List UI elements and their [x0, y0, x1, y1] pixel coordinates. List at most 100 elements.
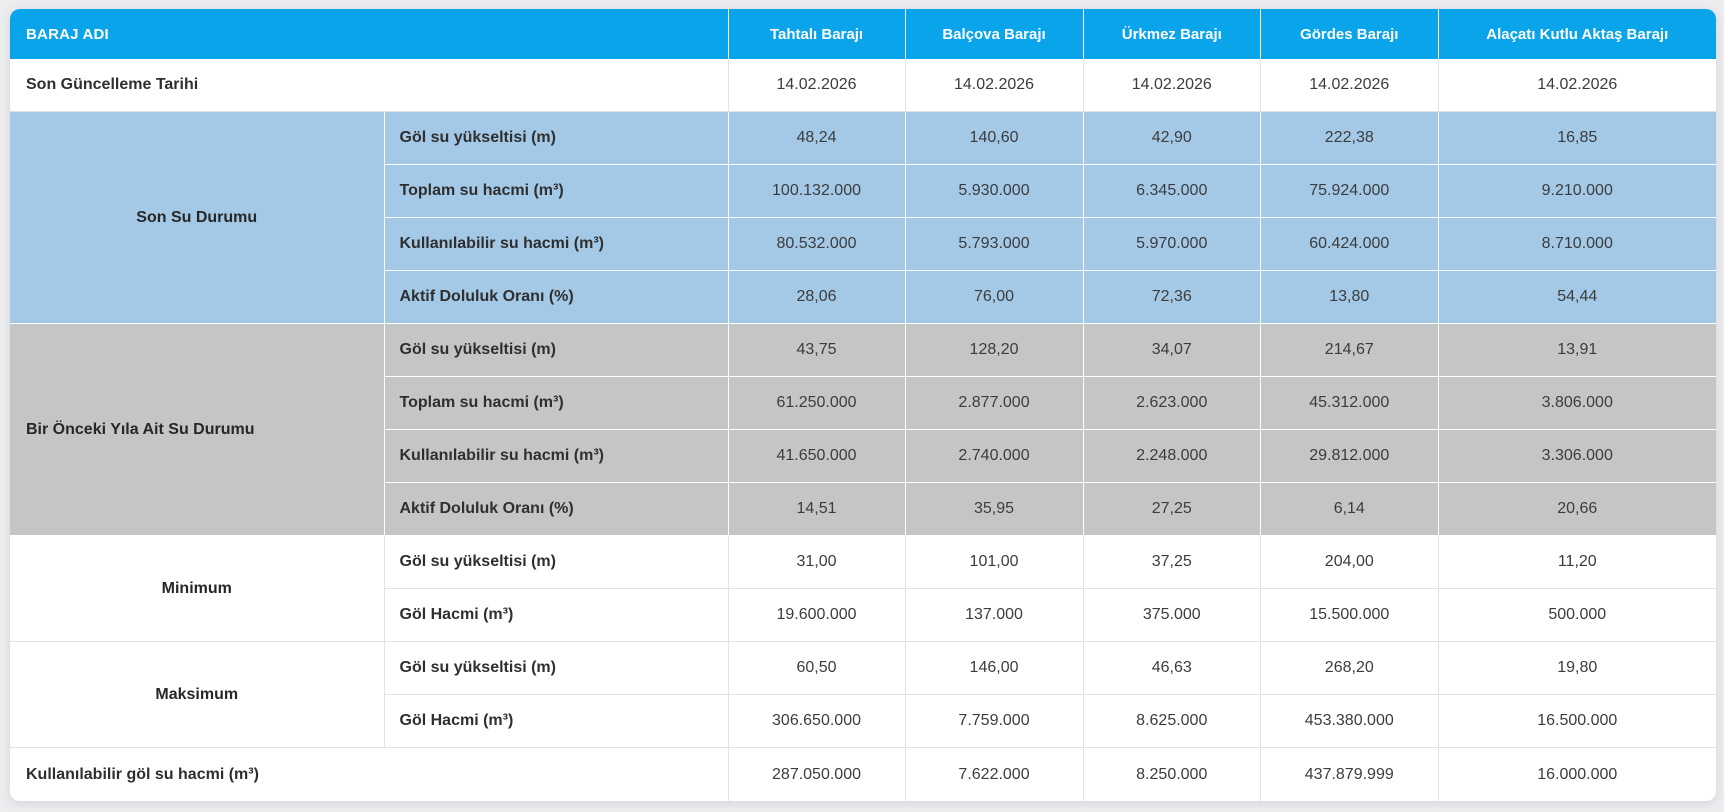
metric-value: 100.132.000: [728, 165, 906, 218]
metric-value: 29.812.000: [1261, 430, 1439, 483]
metric-value: 75.924.000: [1261, 165, 1439, 218]
metric-value: 43,75: [728, 324, 906, 377]
metric-value: 80.532.000: [728, 218, 906, 271]
column-header-gordes: Gördes Barajı: [1261, 9, 1439, 59]
metric-value: 7.622.000: [905, 748, 1084, 801]
metric-value: 9.210.000: [1438, 165, 1716, 218]
metric-label: Göl su yükseltisi (m): [384, 642, 729, 695]
metric-label: Göl Hacmi (m³): [384, 695, 729, 748]
column-header-urkmez: Ürkmez Barajı: [1083, 9, 1262, 59]
metric-value: 6,14: [1261, 483, 1439, 536]
metric-value: 8.250.000: [1083, 748, 1262, 801]
previous-year-row-total-volume: Toplam su hacmi (m³) 61.250.000 2.877.00…: [10, 377, 1716, 430]
metric-value: 16.500.000: [1438, 695, 1716, 748]
metric-value: 13,91: [1438, 324, 1716, 377]
previous-year-row-fill-rate: Aktif Doluluk Oranı (%) 14,51 35,95 27,2…: [10, 483, 1716, 536]
metric-value: 437.879.999: [1261, 748, 1439, 801]
maximum-row-lake-level: Maksimum Göl su yükseltisi (m) 60,50 146…: [10, 642, 1716, 748]
group-label-onceki-yil: Bir Önceki Yıla Ait Su Durumu: [10, 324, 385, 536]
usable-lake-volume-label: Kullanılabilir göl su hacmi (m³): [10, 748, 729, 801]
metric-value: 7.759.000: [905, 695, 1084, 748]
metric-value: 27,25: [1083, 483, 1262, 536]
update-date-row: Son Güncelleme Tarihi 14.02.2026 14.02.2…: [10, 59, 1716, 112]
metric-value: 500.000: [1438, 589, 1716, 642]
metric-value: 46,63: [1083, 642, 1262, 695]
metric-value: 34,07: [1083, 324, 1262, 377]
metric-label: Kullanılabilir su hacmi (m³): [384, 218, 729, 271]
metric-label: Göl su yükseltisi (m): [384, 324, 729, 377]
current-status-row-lake-level: Son Su Durumu Göl su yükseltisi (m) 48,2…: [10, 112, 1716, 324]
metric-value: 60.424.000: [1261, 218, 1439, 271]
metric-value: 60,50: [728, 642, 906, 695]
column-header-baraj-adi: BARAJ ADI: [10, 9, 729, 59]
update-date-value: 14.02.2026: [905, 59, 1084, 112]
metric-value: 61.250.000: [728, 377, 906, 430]
metric-value: 146,00: [905, 642, 1084, 695]
current-status-row-total-volume: Toplam su hacmi (m³) 100.132.000 5.930.0…: [10, 165, 1716, 218]
group-label-maksimum: Maksimum: [10, 642, 385, 748]
metric-value: 76,00: [905, 271, 1084, 324]
metric-value: 14,51: [728, 483, 906, 536]
metric-value: 8.625.000: [1083, 695, 1262, 748]
metric-label: Toplam su hacmi (m³): [384, 377, 729, 430]
column-header-tahtali: Tahtalı Barajı: [728, 9, 906, 59]
metric-value: 6.345.000: [1083, 165, 1262, 218]
metric-label: Göl su yükseltisi (m): [384, 536, 729, 589]
column-header-balcova: Balçova Barajı: [905, 9, 1084, 59]
metric-value: 5.793.000: [905, 218, 1084, 271]
metric-value: 8.710.000: [1438, 218, 1716, 271]
group-label-son-su-durumu: Son Su Durumu: [10, 112, 385, 324]
metric-value: 306.650.000: [728, 695, 906, 748]
metric-value: 5.930.000: [905, 165, 1084, 218]
update-date-value: 14.02.2026: [728, 59, 906, 112]
metric-value: 222,38: [1261, 112, 1439, 165]
minimum-row-lake-level: Minimum Göl su yükseltisi (m) 31,00 101,…: [10, 536, 1716, 642]
metric-label: Göl Hacmi (m³): [384, 589, 729, 642]
usable-lake-volume-row: Kullanılabilir göl su hacmi (m³) 287.050…: [10, 748, 1716, 801]
current-status-row-fill-rate: Aktif Doluluk Oranı (%) 28,06 76,00 72,3…: [10, 271, 1716, 324]
metric-value: 453.380.000: [1261, 695, 1439, 748]
metric-value: 3.806.000: [1438, 377, 1716, 430]
metric-value: 19.600.000: [728, 589, 906, 642]
column-header-alacati: Alaçatı Kutlu Aktaş Barajı: [1438, 9, 1716, 59]
metric-value: 13,80: [1261, 271, 1439, 324]
metric-value: 42,90: [1083, 112, 1262, 165]
metric-value: 101,00: [905, 536, 1084, 589]
update-date-label: Son Güncelleme Tarihi: [10, 59, 729, 112]
metric-label: Aktif Doluluk Oranı (%): [384, 271, 729, 324]
metric-value: 375.000: [1083, 589, 1262, 642]
metric-value: 287.050.000: [728, 748, 906, 801]
metric-label: Göl su yükseltisi (m): [384, 112, 729, 165]
metric-label: Aktif Doluluk Oranı (%): [384, 483, 729, 536]
current-status-row-usable-volume: Kullanılabilir su hacmi (m³) 80.532.000 …: [10, 218, 1716, 271]
metric-value: 16,85: [1438, 112, 1716, 165]
metric-value: 11,20: [1438, 536, 1716, 589]
metric-value: 2.623.000: [1083, 377, 1262, 430]
table-header-row: BARAJ ADI Tahtalı Barajı Balçova Barajı …: [10, 9, 1716, 59]
metric-label: Kullanılabilir su hacmi (m³): [384, 430, 729, 483]
metric-value: 28,06: [728, 271, 906, 324]
metric-value: 45.312.000: [1261, 377, 1439, 430]
metric-value: 2.877.000: [905, 377, 1084, 430]
dam-status-table: BARAJ ADI Tahtalı Barajı Balçova Barajı …: [10, 9, 1716, 801]
metric-value: 5.970.000: [1083, 218, 1262, 271]
metric-value: 35,95: [905, 483, 1084, 536]
update-date-value: 14.02.2026: [1438, 59, 1716, 112]
previous-year-row-usable-volume: Kullanılabilir su hacmi (m³) 41.650.000 …: [10, 430, 1716, 483]
metric-value: 48,24: [728, 112, 906, 165]
update-date-value: 14.02.2026: [1083, 59, 1262, 112]
maximum-row-lake-volume: Göl Hacmi (m³) 306.650.000 7.759.000 8.6…: [10, 695, 1716, 748]
metric-value: 2.740.000: [905, 430, 1084, 483]
previous-year-row-lake-level: Bir Önceki Yıla Ait Su Durumu Göl su yük…: [10, 324, 1716, 536]
dam-status-table-card: BARAJ ADI Tahtalı Barajı Balçova Barajı …: [10, 9, 1716, 801]
metric-value: 54,44: [1438, 271, 1716, 324]
metric-value: 19,80: [1438, 642, 1716, 695]
metric-value: 204,00: [1261, 536, 1439, 589]
group-label-minimum: Minimum: [10, 536, 385, 642]
metric-label: Toplam su hacmi (m³): [384, 165, 729, 218]
metric-value: 137.000: [905, 589, 1084, 642]
metric-value: 20,66: [1438, 483, 1716, 536]
metric-value: 16.000.000: [1438, 748, 1716, 801]
metric-value: 3.306.000: [1438, 430, 1716, 483]
metric-value: 2.248.000: [1083, 430, 1262, 483]
